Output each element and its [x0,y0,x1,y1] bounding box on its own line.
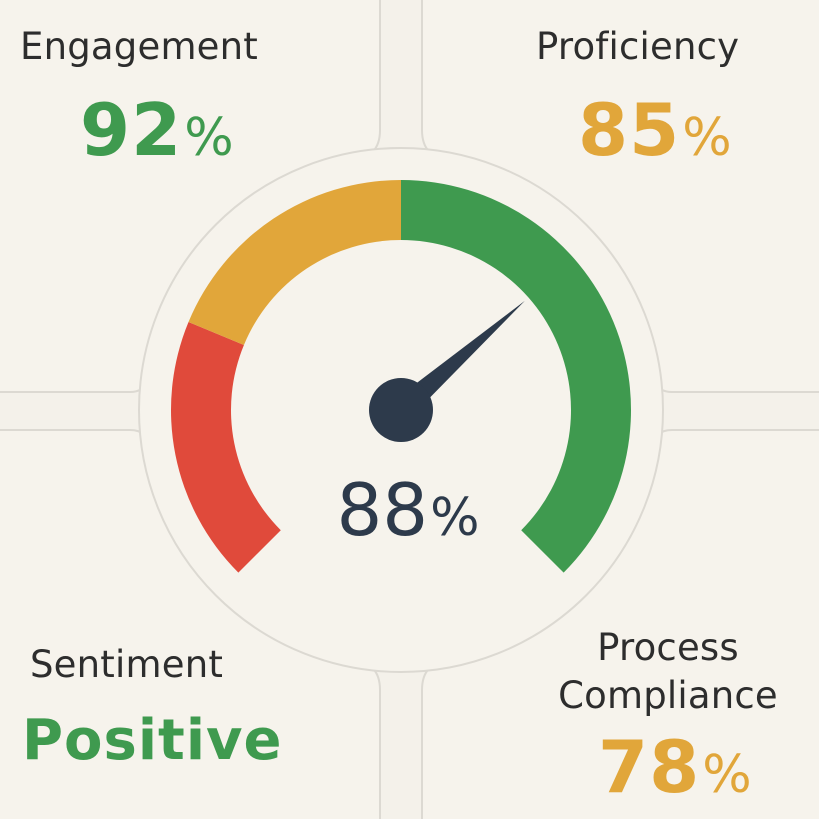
gauge [170,180,632,573]
gauge-band-amber [188,180,401,345]
engagement-label: Engagement [20,25,259,68]
gauge-value: 88 [336,468,429,552]
sentiment-value: Positive [22,708,283,773]
process-compliance-value: 78% [598,725,753,809]
engagement-unit: % [184,108,235,168]
proficiency-unit: % [682,108,733,168]
process-compliance-label-line1: Process [597,626,739,669]
process-compliance-label-line2: Compliance [558,674,778,717]
gauge-unit: % [430,488,480,548]
sentiment-label: Sentiment [30,643,224,686]
process-compliance-number: 78 [598,725,701,809]
gauge-needle-icon [393,300,525,420]
gauge-hub [369,378,433,442]
proficiency-label: Proficiency [536,25,740,68]
proficiency-number: 85 [578,88,681,172]
gauge-readout: 88% [318,468,498,552]
process-compliance-label: Process Compliance [548,624,788,720]
engagement-value: 92% [80,88,235,172]
process-compliance-unit: % [702,745,753,805]
proficiency-value: 85% [578,88,733,172]
gauge-band-red [170,321,281,573]
engagement-number: 92 [80,88,183,172]
gauge-band-green [401,180,632,573]
